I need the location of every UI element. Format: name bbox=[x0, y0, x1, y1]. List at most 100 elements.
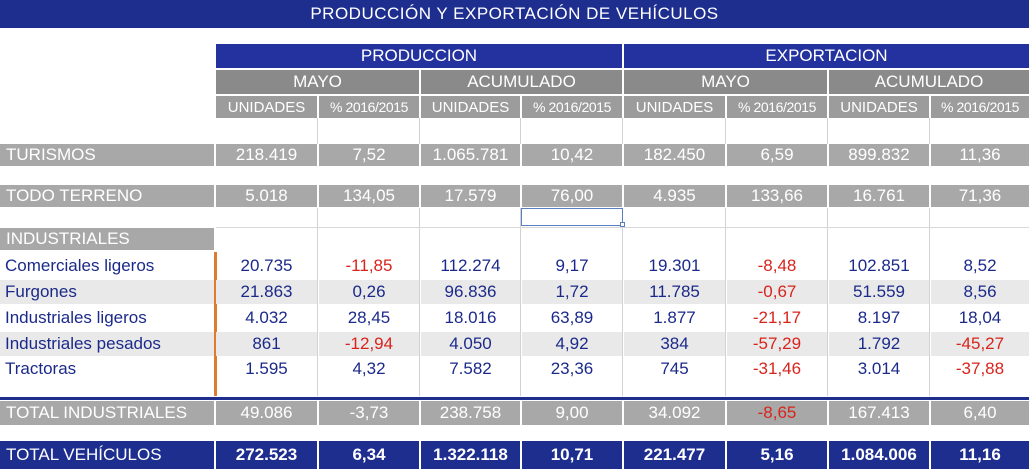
column-header: % 2016/2015 bbox=[319, 96, 419, 118]
cell: 63,89 bbox=[550, 308, 594, 327]
cell: 102.851 bbox=[848, 256, 910, 275]
cell: 28,45 bbox=[347, 308, 391, 327]
cell: 4.050 bbox=[421, 332, 520, 356]
column-header: UNIDADES bbox=[421, 96, 520, 118]
cell: 21.863 bbox=[216, 280, 317, 304]
column-header: % 2016/2015 bbox=[522, 96, 622, 118]
cell: 20.735 bbox=[240, 256, 293, 275]
header-period: MAYO bbox=[624, 70, 827, 94]
total-separator bbox=[0, 397, 1029, 400]
cell: 76,00 bbox=[522, 185, 622, 207]
column-header: UNIDADES bbox=[829, 96, 929, 118]
cell: 11,16 bbox=[931, 441, 1029, 469]
cell: 49.086 bbox=[216, 401, 317, 425]
cell: 112.274 bbox=[440, 256, 501, 275]
row-label-turismos: TURISMOS bbox=[0, 144, 214, 166]
cell: 182.450 bbox=[624, 144, 725, 166]
row-label-industriales: INDUSTRIALES bbox=[0, 228, 214, 250]
cell: 221.477 bbox=[624, 441, 725, 469]
cell: -31,46 bbox=[752, 359, 802, 378]
cell: 11.785 bbox=[624, 280, 725, 304]
cell: 7.582 bbox=[449, 359, 492, 378]
cell: 6,59 bbox=[727, 144, 827, 166]
section-accent-line bbox=[214, 252, 217, 396]
column-header: UNIDADES bbox=[216, 96, 317, 118]
row-label-industrial: Furgones bbox=[0, 280, 214, 304]
cell: 384 bbox=[624, 332, 725, 356]
cell: -0,67 bbox=[727, 280, 827, 304]
cell: 1.877 bbox=[653, 308, 696, 327]
cell: 6,34 bbox=[319, 441, 419, 469]
cell: -8,48 bbox=[757, 256, 797, 275]
cell: 1.595 bbox=[245, 359, 288, 378]
cell: 4,92 bbox=[522, 332, 622, 356]
cell: 899.832 bbox=[829, 144, 929, 166]
cell: 1.792 bbox=[829, 332, 929, 356]
cell: 7,52 bbox=[319, 144, 419, 166]
cell: 218.419 bbox=[216, 144, 317, 166]
header-period: ACUMULADO bbox=[829, 70, 1029, 94]
cell: 34.092 bbox=[624, 401, 725, 425]
column-header: UNIDADES bbox=[624, 96, 725, 118]
fill-handle[interactable] bbox=[620, 222, 625, 227]
cell: -11,85 bbox=[345, 256, 393, 275]
cell: 10,71 bbox=[522, 441, 622, 469]
column-header: % 2016/2015 bbox=[727, 96, 827, 118]
cell: 134,05 bbox=[319, 185, 419, 207]
sheet-title: PRODUCCIÓN Y EXPORTACIÓN DE VEHÍCULOS bbox=[0, 0, 1029, 28]
cell: 51.559 bbox=[829, 280, 929, 304]
cell: -8,65 bbox=[727, 401, 827, 425]
header-produccion: PRODUCCION bbox=[216, 44, 622, 68]
row-label-total-industriales: TOTAL INDUSTRIALES bbox=[0, 401, 214, 425]
row-label-todo-terreno: TODO TERRENO bbox=[0, 185, 214, 207]
cell: 9,00 bbox=[522, 401, 622, 425]
cell: 4,32 bbox=[352, 359, 386, 378]
cell: 5.018 bbox=[216, 185, 317, 207]
cell: 5,16 bbox=[727, 441, 827, 469]
cell: 23,36 bbox=[550, 359, 594, 378]
cell: 167.413 bbox=[829, 401, 929, 425]
row-label-total-vehiculos: TOTAL VEHÍCULOS bbox=[0, 441, 214, 469]
cell: 16.761 bbox=[829, 185, 929, 207]
cell: -12,94 bbox=[319, 332, 419, 356]
row-label-industrial: Tractoras bbox=[5, 359, 77, 378]
cell: 238.758 bbox=[421, 401, 520, 425]
cell: 1,72 bbox=[522, 280, 622, 304]
cell: 71,36 bbox=[931, 185, 1029, 207]
cell: 4.032 bbox=[245, 308, 288, 327]
column-header: % 2016/2015 bbox=[931, 96, 1029, 118]
cell: 18.016 bbox=[444, 308, 497, 327]
cell: -45,27 bbox=[931, 332, 1029, 356]
row-label-industrial: Industriales ligeros bbox=[5, 308, 147, 327]
cell: -21,17 bbox=[752, 308, 802, 327]
cell: 1.322.118 bbox=[421, 441, 520, 469]
cell: -37,88 bbox=[955, 359, 1005, 378]
cell: 133,66 bbox=[727, 185, 827, 207]
cell: 4.935 bbox=[624, 185, 725, 207]
header-period: ACUMULADO bbox=[421, 70, 622, 94]
selected-cell[interactable] bbox=[521, 208, 623, 226]
cell: 11,36 bbox=[931, 144, 1029, 166]
cell: 18,04 bbox=[958, 308, 1002, 327]
cell: 272.523 bbox=[216, 441, 317, 469]
cell: 17.579 bbox=[421, 185, 520, 207]
cell: 745 bbox=[660, 359, 689, 378]
cell: 19.301 bbox=[648, 256, 701, 275]
cell: 96.836 bbox=[421, 280, 520, 304]
cell: 6,40 bbox=[931, 401, 1029, 425]
header-exportacion: EXPORTACION bbox=[624, 44, 1029, 68]
row-label-industrial: Industriales pesados bbox=[0, 332, 214, 356]
cell: 8,56 bbox=[931, 280, 1029, 304]
cell: -57,29 bbox=[727, 332, 827, 356]
cell: 8.197 bbox=[857, 308, 901, 327]
cell: 1.084.006 bbox=[829, 441, 929, 469]
cell: 10,42 bbox=[522, 144, 622, 166]
cell: 9,17 bbox=[555, 256, 589, 275]
row-label-industrial: Comerciales ligeros bbox=[5, 256, 155, 275]
cell: -3,73 bbox=[319, 401, 419, 425]
header-period: MAYO bbox=[216, 70, 419, 94]
cell: 3.014 bbox=[857, 359, 901, 378]
cell: 8,52 bbox=[963, 256, 997, 275]
cell: 0,26 bbox=[319, 280, 419, 304]
